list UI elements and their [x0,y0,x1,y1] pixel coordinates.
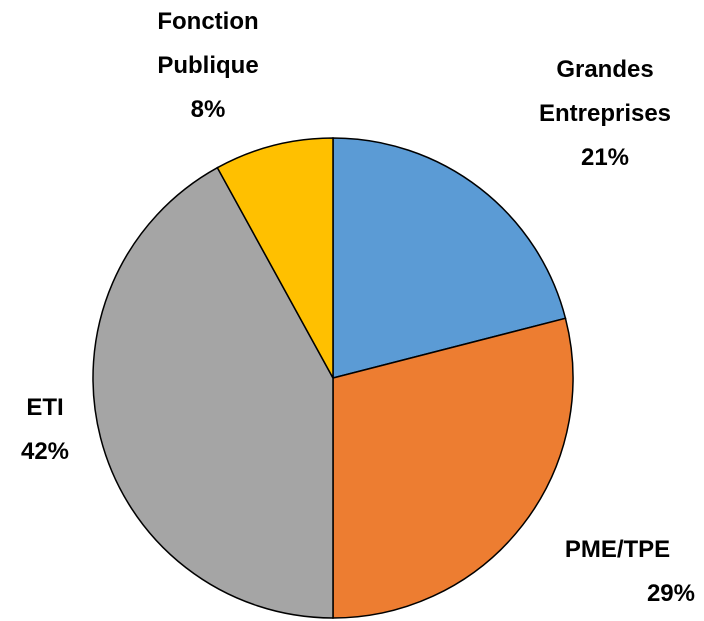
pie-slice [216,137,334,379]
pie-slice [92,166,334,619]
value-label: 29% [646,580,695,607]
pie-slice [332,137,567,379]
value-label: 8% [190,96,226,123]
pie-slice [332,317,574,619]
value-label: 42% [20,438,70,465]
slice-label: Grandes Entreprises 21% [505,48,704,180]
category-label: Grandes Entreprises [538,56,672,127]
slice-label: ETI 42% [0,386,90,474]
category-label: PME/TPE [564,536,671,563]
category-label: Fonction Publique [157,8,259,79]
category-label: ETI [26,394,64,421]
value-label: 21% [580,144,630,171]
slice-label: PME/TPE 29% [540,528,695,616]
slice-label: Fonction Publique 8% [128,0,288,132]
